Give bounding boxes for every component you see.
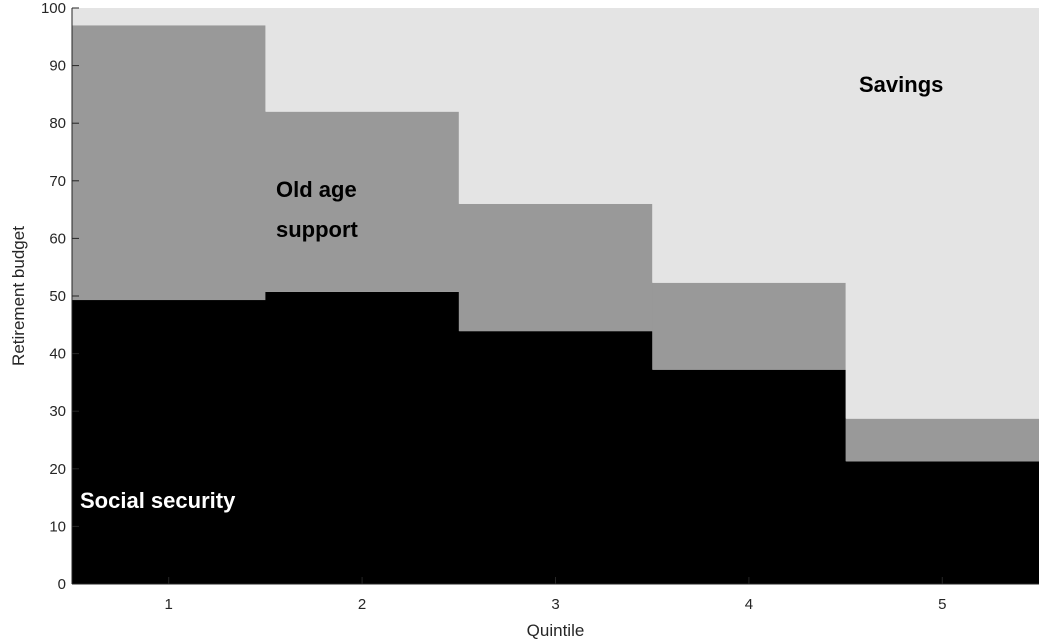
old-age-support-segment-q3 [458,203,653,332]
y-tick-label: 80 [49,115,66,132]
old-age-support-segment-q2 [265,111,460,292]
x-tick-label: 5 [938,596,946,613]
x-tick-label: 3 [551,596,559,613]
social-security-segment-q2 [265,291,460,584]
annotation-support: support [276,217,359,242]
y-tick-label: 90 [49,58,66,75]
savings-segment-q4 [652,8,847,283]
y-axis-label: Retirement budget [9,226,28,366]
y-ticks: 0 10 20 30 40 50 60 70 80 90 100 [41,0,79,593]
social-security-segment-q3 [458,331,653,584]
y-tick-label: 30 [49,403,66,420]
old-age-support-segment-q1 [72,25,266,301]
savings-segment-q3 [458,8,653,204]
axes: 0 10 20 30 40 50 60 70 80 90 100 1 2 3 4 5 [41,0,1039,613]
y-tick-label: 20 [49,461,66,478]
social-security-segment-q5 [845,461,1039,584]
y-tick-label: 10 [49,518,66,535]
plot-area [72,8,1039,584]
savings-segment-q5 [845,8,1039,419]
x-ticks: 1 2 3 4 5 [165,577,946,613]
old-age-support-segment-q5 [845,418,1039,462]
x-axis-label: Quintile [527,621,585,640]
annotation-social-security: Social security [80,488,236,513]
social-security-segment-q4 [652,369,847,584]
x-tick-label: 1 [165,596,173,613]
x-tick-label: 4 [745,596,753,613]
savings-segment-q2 [265,8,460,112]
y-tick-label: 50 [49,288,66,305]
y-tick-label: 0 [58,576,66,593]
y-tick-label: 60 [49,230,66,247]
y-tick-label: 70 [49,173,66,190]
y-tick-label: 100 [41,0,66,17]
annotation-old-age: Old age [276,177,357,202]
annotation-savings: Savings [859,72,943,97]
x-tick-label: 2 [358,596,366,613]
y-tick-label: 40 [49,346,66,363]
savings-segment-q1 [72,8,266,26]
social-security-segment-q1 [72,300,266,584]
old-age-support-segment-q4 [652,282,847,370]
